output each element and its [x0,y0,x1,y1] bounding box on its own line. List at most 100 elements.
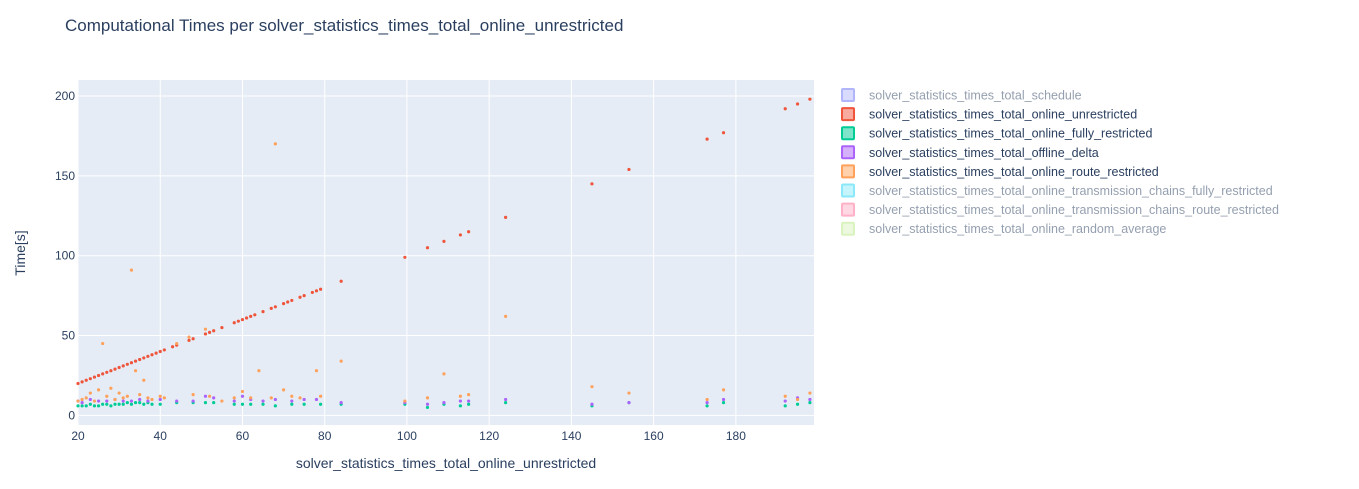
series-4-point [109,386,113,390]
series-4-point [721,388,726,392]
series-1-point [627,167,631,172]
series-1-point [191,337,195,341]
legend-item-1[interactable]: solver_statistics_times_total_online_unr… [841,107,1137,122]
legend-label: solver_statistics_times_total_online_tra… [869,203,1279,217]
series-2-point [96,404,101,408]
x-axis-title: solver_statistics_times_total_online_unr… [296,455,596,471]
legend: solver_statistics_times_total_scheduleso… [841,88,1279,236]
legend-label: solver_statistics_times_total_online_rou… [869,165,1159,179]
series-4-point [318,394,323,398]
series-1-point [80,380,84,384]
series-1-point [207,330,212,334]
series-1-point [261,309,265,314]
series-1-point [150,353,154,357]
legend-item-3[interactable]: solver_statistics_times_total_offline_de… [841,145,1099,160]
series-1-point [467,230,471,234]
x-tick-label: 160 [644,429,664,443]
legend-swatch [841,221,855,236]
series-2-point [92,404,97,408]
series-2-point [203,401,208,405]
legend-label: solver_statistics_times_total_schedule [869,89,1082,103]
series-3-point [232,399,236,403]
y-tick-label: 150 [55,169,75,183]
series-4-point [207,394,212,398]
series-3-point [146,399,150,403]
series-4-point [249,396,253,400]
series-1-point [286,300,290,304]
series-2-point [795,402,800,406]
series-2-point [142,402,146,406]
series-4-point [458,394,462,398]
series-4-point [117,391,121,395]
series-4-point [105,394,109,398]
legend-item-6[interactable]: solver_statistics_times_total_online_tra… [841,202,1279,217]
series-2-point [232,402,236,406]
series-3-point [191,399,195,403]
series-2-point [261,402,265,406]
series-1-point [339,279,343,283]
series-4-point [158,394,162,398]
series-1-point [310,290,314,295]
series-2-point [783,404,787,408]
series-2-point [121,402,125,406]
series-4-point [220,399,224,403]
series-4-point [96,388,101,392]
series-1-point [314,289,319,293]
series-1-point [129,361,134,365]
legend-swatch [841,88,855,102]
x-tick-label: 60 [236,429,250,443]
series-1-point [138,357,142,362]
series-3-point [425,402,430,406]
series-4-point [191,393,195,397]
series-1-point [504,215,508,219]
series-3-point [705,401,709,405]
legend-label: solver_statistics_times_total_online_tra… [869,184,1273,198]
series-1-point [121,364,125,368]
legend-item-2[interactable]: solver_statistics_times_total_online_ful… [841,126,1153,141]
legend-swatch [841,126,855,141]
legend-swatch [841,145,855,160]
series-4-point [84,396,88,400]
series-1-point [236,319,240,323]
legend-item-5[interactable]: solver_statistics_times_total_online_tra… [841,183,1273,198]
series-1-point [783,107,787,111]
series-3-point [467,399,471,403]
legend-label: solver_statistics_times_total_offline_de… [869,146,1099,160]
series-4-point [281,388,286,392]
series-2-point [721,401,726,405]
legend-label: solver_statistics_times_total_online_ran… [869,222,1166,236]
series-2-point [113,402,117,406]
legend-swatch [841,183,855,198]
series-3-point [105,399,109,403]
series-1-point [154,351,158,355]
series-2-point [273,404,277,408]
series-3-point [138,397,142,402]
legend-item-7[interactable]: solver_statistics_times_total_online_ran… [841,221,1166,236]
series-4-point [232,396,236,400]
series-1-point [721,131,726,135]
series-2-point [117,402,121,406]
series-4-point [175,341,179,346]
series-4-point [314,369,319,373]
series-2-point [109,404,113,408]
series-4-point [467,393,471,397]
series-4-point [146,396,150,400]
series-4-point [125,394,129,398]
series-4-point [795,397,800,402]
series-3-point [302,397,306,402]
series-1-point [212,329,216,333]
series-4-point [298,396,302,400]
series-3-point [203,394,208,398]
series-2-point [249,402,253,406]
series-3-point [721,397,726,402]
plot-area[interactable] [78,80,814,425]
series-1-point [92,375,97,379]
series-3-point [158,397,162,402]
legend-item-4[interactable]: solver_statistics_times_total_online_rou… [841,164,1159,179]
series-2-point [138,401,142,405]
x-tick-label: 120 [479,429,499,443]
series-4-point [257,369,261,373]
series-2-point [150,402,154,406]
series-3-point [504,397,508,402]
legend-item-0[interactable]: solver_statistics_times_total_schedule [841,88,1082,103]
